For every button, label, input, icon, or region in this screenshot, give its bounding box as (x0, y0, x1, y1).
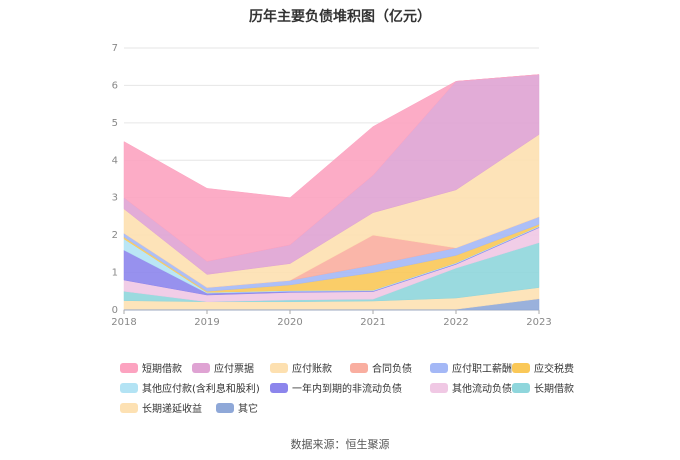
legend-item[interactable]: 长期借款 (512, 380, 574, 395)
legend-label: 应付票据 (214, 364, 254, 375)
legend-item[interactable]: 应付票据 (192, 360, 254, 375)
legend-item[interactable]: 应付账款 (270, 360, 332, 375)
legend-label: 合同负债 (372, 364, 412, 375)
chart-title: 历年主要负债堆积图（亿元） (249, 9, 431, 25)
legend-label: 短期借款 (142, 364, 182, 375)
y-tick-label: 6 (112, 80, 118, 91)
legend-swatch (216, 402, 234, 413)
x-tick-label: 2023 (526, 317, 551, 328)
legend-item[interactable]: 短期借款 (120, 360, 182, 375)
legend-item[interactable]: 长期递延收益 (120, 400, 202, 415)
y-tick-label: 1 (112, 268, 118, 279)
legend-swatch (512, 362, 530, 373)
legend-label: 应付账款 (292, 364, 332, 375)
y-tick-label: 4 (112, 155, 118, 166)
legend-swatch (512, 382, 530, 393)
legend-swatch (350, 362, 368, 373)
legend-label: 应交税费 (534, 364, 574, 375)
legend-swatch (430, 382, 448, 393)
x-tick-label: 2020 (277, 317, 302, 328)
y-tick-label: 3 (112, 193, 118, 204)
legend-swatch (120, 402, 138, 413)
legend-swatch (430, 362, 448, 373)
legend-swatch (270, 362, 288, 373)
legend-swatch (120, 362, 138, 373)
legend-swatch (192, 362, 210, 373)
source-note: 数据来源：恒生聚源 (290, 438, 390, 451)
x-tick-label: 2018 (111, 317, 136, 328)
x-tick-label: 2021 (360, 317, 385, 328)
legend-swatch (120, 382, 138, 393)
legend-label: 其它 (238, 404, 258, 415)
y-tick-label: 0 (112, 305, 118, 316)
legend-item[interactable]: 应交税费 (512, 360, 574, 375)
legend-item[interactable]: 一年内到期的非流动负债 (270, 380, 402, 395)
y-tick-label: 2 (112, 230, 118, 241)
legend-label: 一年内到期的非流动负债 (292, 384, 402, 395)
legend-item[interactable]: 其他应付款(含利息和股利) (120, 380, 260, 395)
legend-label: 其他应付款(含利息和股利) (142, 384, 260, 395)
legend-label: 应付职工薪酬 (452, 364, 512, 375)
legend-item[interactable]: 合同负债 (350, 360, 412, 375)
legend-label: 长期递延收益 (142, 404, 202, 415)
legend-item[interactable]: 其它 (216, 400, 258, 415)
legend-label: 长期借款 (534, 384, 574, 395)
legend-label: 其他流动负债 (452, 384, 512, 395)
legend-item[interactable]: 其他流动负债 (430, 380, 512, 395)
area-series (123, 74, 540, 262)
legend-swatch (270, 382, 288, 393)
legend-item[interactable]: 应付职工薪酬 (430, 360, 512, 375)
x-tick-label: 2019 (194, 317, 219, 328)
x-tick-label: 2022 (443, 317, 468, 328)
y-tick-label: 5 (112, 118, 118, 129)
y-tick-label: 7 (112, 43, 118, 54)
